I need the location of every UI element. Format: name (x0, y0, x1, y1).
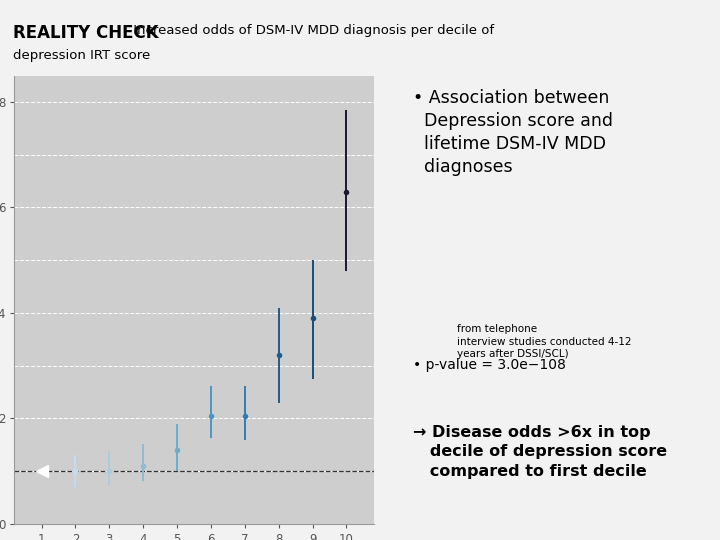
Text: → Disease odds >6x in top
   decile of depression score
   compared to first dec: → Disease odds >6x in top decile of depr… (413, 425, 667, 478)
Text: • p-value = 3.0e−108: • p-value = 3.0e−108 (413, 358, 566, 372)
Text: from telephone
interview studies conducted 4-12
years after DSSI/SCL): from telephone interview studies conduct… (456, 325, 631, 359)
Text: depression IRT score: depression IRT score (13, 49, 150, 62)
Text: • Association between
  Depression score and
  lifetime DSM-IV MDD
  diagnoses: • Association between Depression score a… (413, 89, 613, 176)
Text: REALITY CHECK: REALITY CHECK (13, 24, 158, 42)
Text: - Increased odds of DSM-IV MDD diagnosis per decile of: - Increased odds of DSM-IV MDD diagnosis… (120, 24, 494, 37)
